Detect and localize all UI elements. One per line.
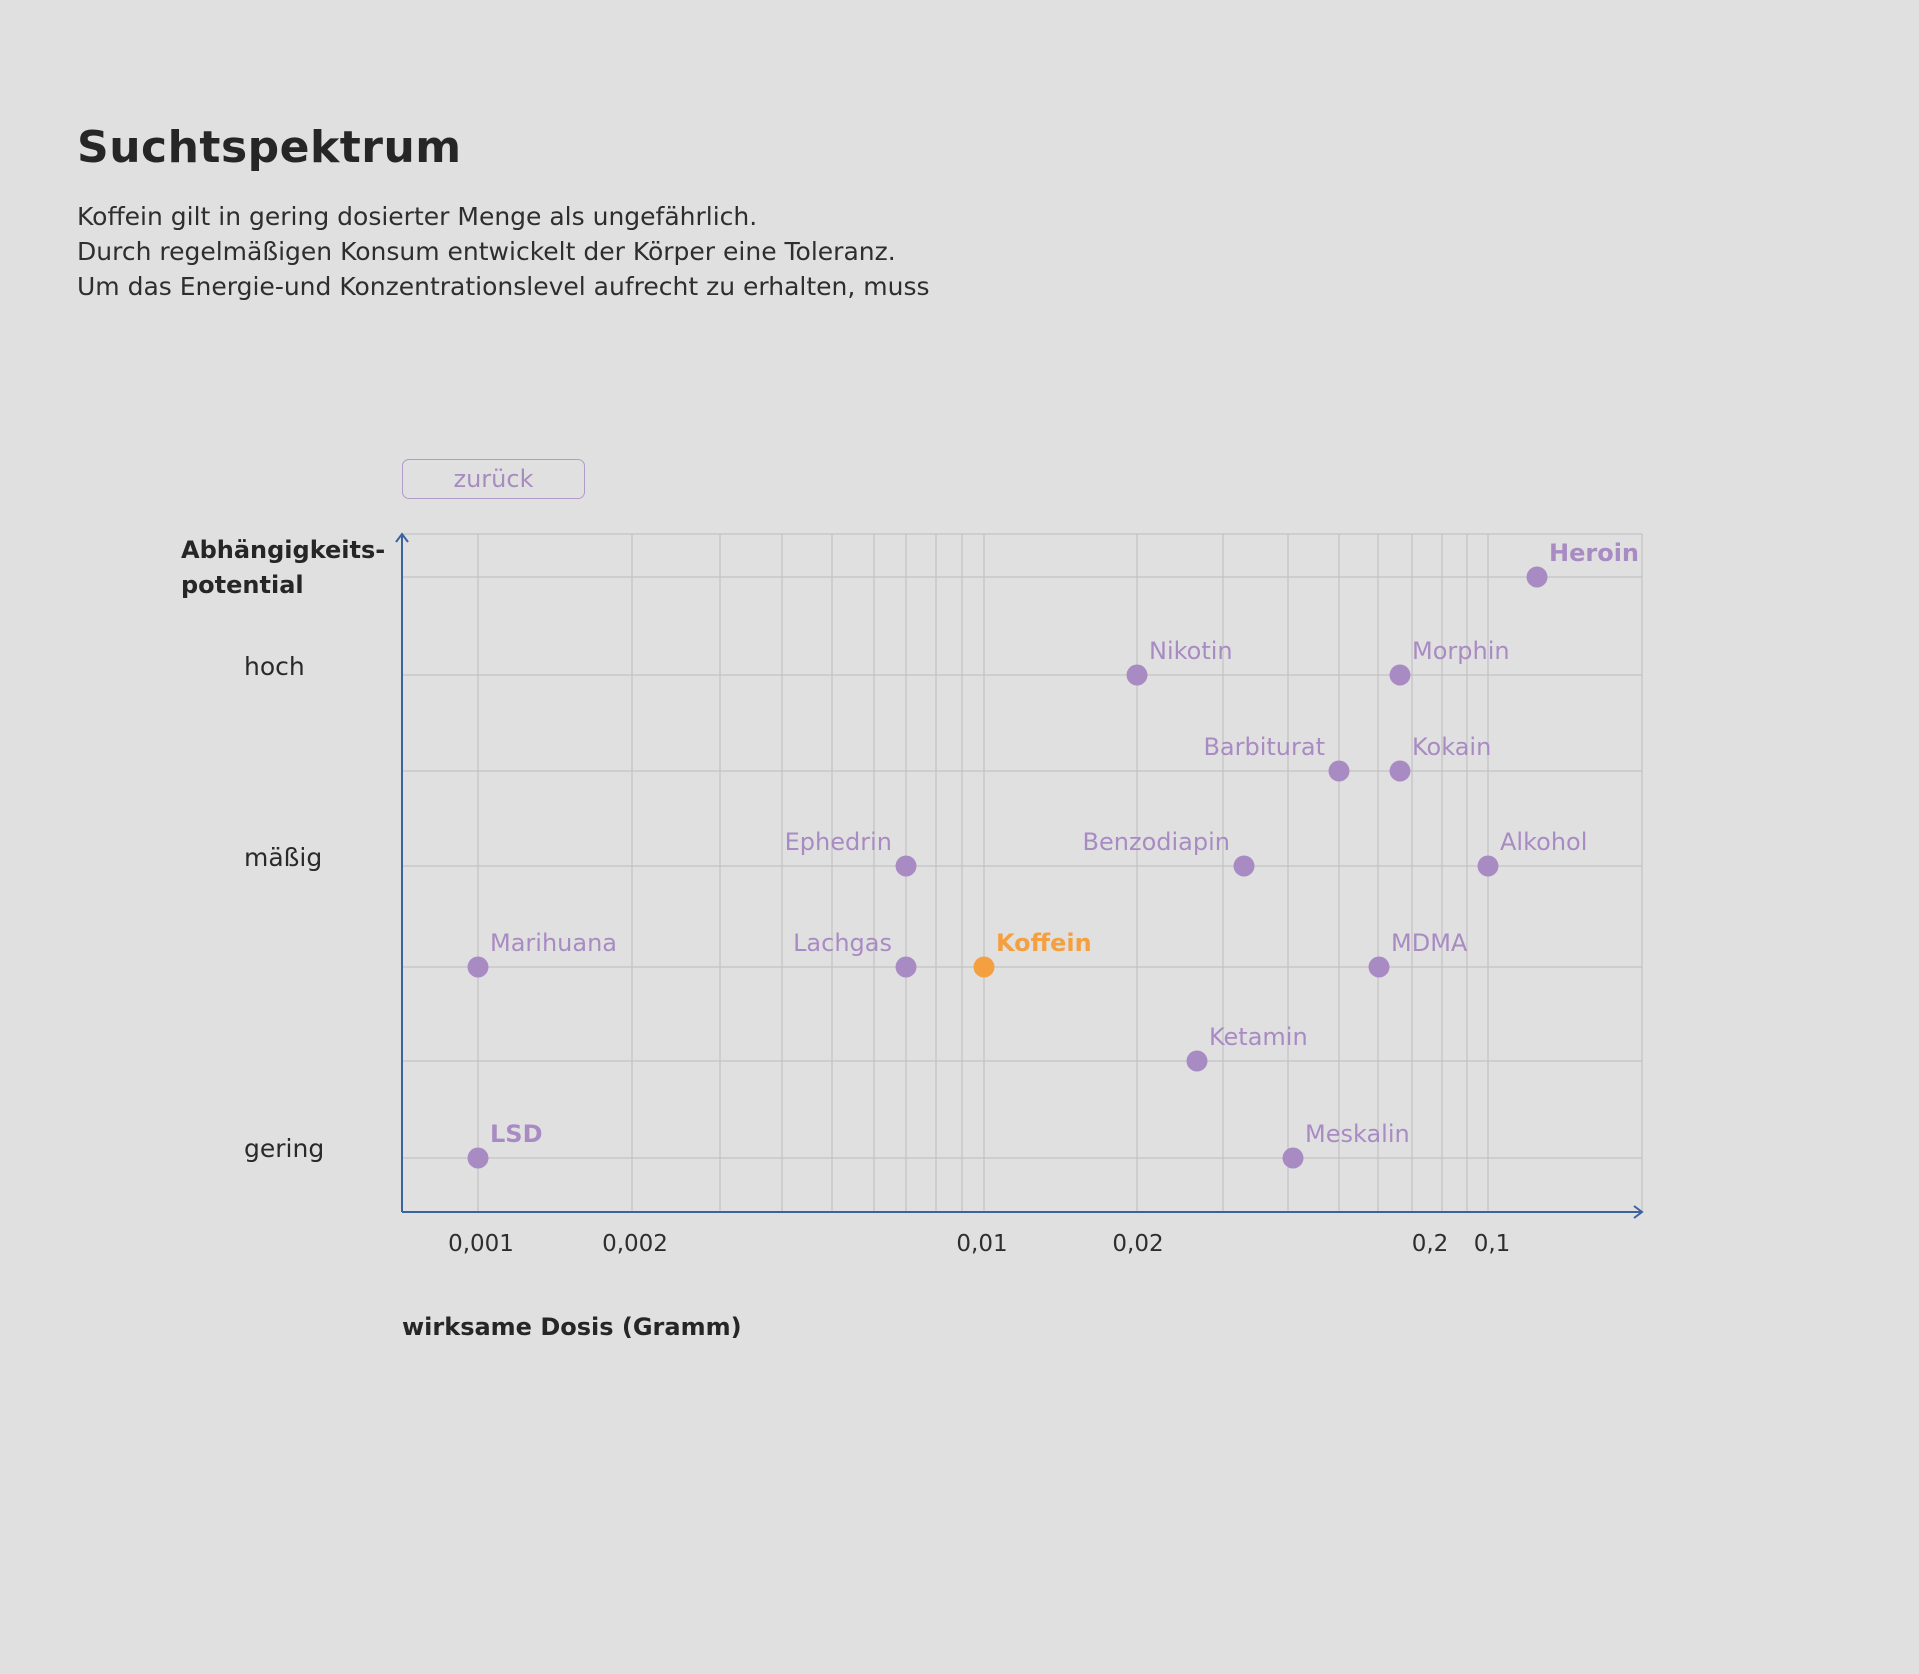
data-point-lachgas [895, 956, 917, 978]
intro-line: Um das Energie-und Konzentrationslevel a… [77, 272, 930, 301]
data-point-ephedrin [895, 855, 917, 877]
y-axis-title-line: potential [181, 571, 304, 599]
x-tick-label: 0,002 [602, 1231, 668, 1257]
data-label-koffein: Koffein [996, 929, 1092, 957]
grid [402, 533, 1643, 1212]
data-point-nikotin [1126, 664, 1148, 686]
data-label-meskalin: Meskalin [1305, 1120, 1410, 1148]
data-label-ketamin: Ketamin [1209, 1023, 1308, 1051]
data-point-barbiturat [1328, 760, 1350, 782]
y-level-moderate: mäßig [244, 843, 323, 872]
x-tick-labels: 0,001 0,002 0,01 0,02 0,2 0,1 [448, 1231, 1510, 1257]
data-point-ketamin [1186, 1050, 1208, 1072]
x-axis-title: wirksame Dosis (Gramm) [402, 1313, 742, 1341]
y-level-high: hoch [244, 652, 305, 681]
page-title: Suchtspektrum [77, 122, 462, 173]
data-point-alkohol [1477, 855, 1499, 877]
data-point-kokain [1389, 760, 1411, 782]
intro-line: Koffein gilt in gering dosierter Menge a… [77, 202, 758, 231]
data-points: Heroin Nikotin Morphin Barbiturat Kokain Ephe… [467, 539, 1639, 1169]
data-label-nikotin: Nikotin [1149, 637, 1233, 665]
data-point-morphin [1389, 664, 1411, 686]
axes [395, 532, 1644, 1219]
data-point-heroin [1526, 566, 1548, 588]
intro-line: Durch regelmäßigen Konsum entwickelt der… [77, 237, 896, 266]
y-level-low: gering [244, 1134, 325, 1163]
data-label-benzodiapin: Benzodiapin [1083, 828, 1230, 856]
data-point-lsd [467, 1147, 489, 1169]
data-label-mdma: MDMA [1391, 929, 1468, 957]
x-tick-label: 0,2 [1412, 1231, 1449, 1257]
x-tick-label: 0,01 [956, 1231, 1007, 1257]
data-label-morphin: Morphin [1412, 637, 1510, 665]
data-label-lsd: LSD [490, 1120, 543, 1148]
data-point-meskalin [1282, 1147, 1304, 1169]
back-button[interactable]: zurück [402, 459, 585, 499]
intro-text: Koffein gilt in gering dosierter Menge a… [77, 199, 930, 304]
data-label-ephedrin: Ephedrin [785, 828, 892, 856]
x-tick-label: 0,02 [1112, 1231, 1163, 1257]
data-label-alkohol: Alkohol [1500, 828, 1587, 856]
x-axis-arrow-icon [1633, 1205, 1644, 1219]
data-label-barbiturat: Barbiturat [1203, 733, 1325, 761]
y-axis-arrow-icon [395, 532, 409, 543]
x-tick-label: 0,001 [448, 1231, 514, 1257]
data-point-benzodiapin [1233, 855, 1255, 877]
data-label-heroin: Heroin [1549, 539, 1639, 567]
data-label-lachgas: Lachgas [793, 929, 892, 957]
data-point-marihuana [467, 956, 489, 978]
data-point-koffein [973, 956, 995, 978]
data-label-marihuana: Marihuana [490, 929, 617, 957]
y-axis-title-line: Abhängigkeits- [181, 536, 386, 564]
x-tick-label: 0,1 [1474, 1231, 1511, 1257]
data-label-kokain: Kokain [1412, 733, 1491, 761]
y-axis-title: Abhängigkeits- potential [181, 533, 385, 603]
data-point-mdma [1368, 956, 1390, 978]
